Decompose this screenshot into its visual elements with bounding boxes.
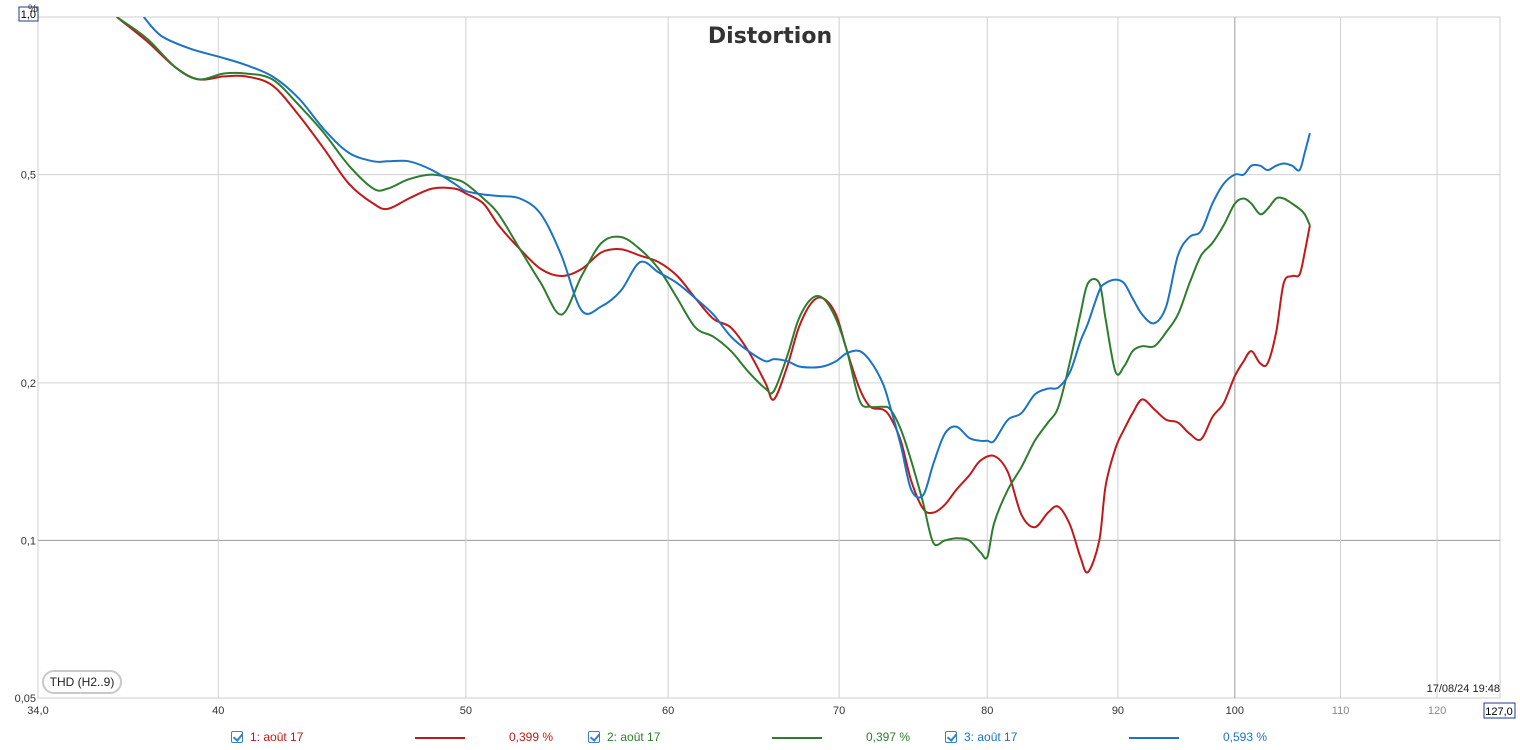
series-2-swatch [772, 737, 822, 739]
x-tick-label: 80 [981, 705, 993, 717]
x-tick-label: 50 [460, 705, 472, 717]
y-tick-label: 0,1 [21, 535, 36, 547]
series-3-swatch [1129, 737, 1179, 739]
x-tick-label: 34,0 [27, 705, 48, 717]
x-tick-label: 120 [1428, 705, 1446, 717]
series-1-checkbox[interactable] [231, 731, 243, 743]
y-tick-label: 1,0 [21, 9, 36, 21]
x-tick-label: 40 [212, 705, 224, 717]
x-tick-label: 110 [1332, 705, 1350, 717]
series-2-name: 2: août 17 [607, 730, 661, 744]
plot-area [37, 16, 1501, 699]
timestamp: 17/08/24 19:48 [1426, 683, 1500, 695]
series-3-line [142, 17, 1311, 499]
y-tick-label: 0,2 [21, 378, 36, 390]
series-2-readout: 0,397 % [866, 730, 911, 744]
x-tick-label: 60 [662, 705, 674, 717]
series-1-name: 1: août 17 [250, 730, 304, 744]
x-max-box[interactable] [1483, 702, 1516, 719]
series-3-name: 3: août 17 [964, 730, 1018, 744]
series-2-checkbox[interactable] [588, 731, 600, 743]
x-axis-ticks: 34,0 40 50 60 70 80 90 100 110 120 127,0 [27, 702, 1516, 719]
y-axis-unit: % [28, 3, 38, 15]
x-tick-label: 90 [1112, 705, 1124, 717]
series-lines [116, 17, 1311, 574]
series-3-readout: 0,593 % [1223, 730, 1268, 744]
grid [38, 17, 1500, 698]
series-3-checkbox[interactable] [945, 731, 957, 743]
legend: 1: août 17 0,399 % 2: août 17 0,397 % 3:… [0, 729, 1520, 749]
y-tick-label: 0,05 [15, 693, 36, 705]
y-tick-label: 0,5 [21, 170, 36, 182]
series-1-readout: 0,399 % [509, 730, 554, 744]
thd-measure-badge[interactable]: THD (H2..9) [42, 670, 122, 694]
x-tick-label: 127,0 [1485, 706, 1513, 718]
x-tick-label: 100 [1226, 705, 1244, 717]
chart-title: Distortion [708, 24, 832, 49]
series-1-line [116, 17, 1311, 574]
x-tick-label: 70 [833, 705, 845, 717]
y-max-box[interactable] [18, 6, 39, 22]
y-axis-ticks: 1,0 0,5 0,2 0,1 0,05 [15, 6, 39, 705]
series-1-swatch [415, 737, 465, 739]
